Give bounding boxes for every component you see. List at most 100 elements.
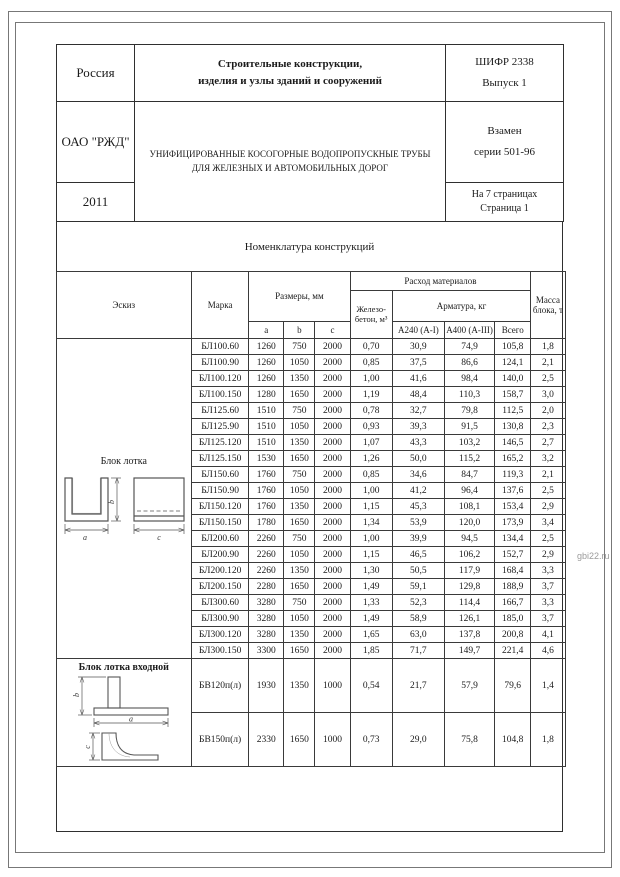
table-cell: 103,2 [443,434,496,451]
table-cell: 3,4 [530,514,566,531]
table-cell: 106,2 [443,546,496,563]
table-cell: 2000 [314,338,351,355]
table-cell: 119,3 [494,466,532,483]
table-cell: 188,9 [494,578,532,595]
table-cell: 1280 [248,386,285,403]
table-cell: 1510 [248,418,285,435]
table-cell: 1,65 [349,626,393,643]
table-cell: 58,9 [391,610,445,627]
table-cell: 91,5 [443,418,496,435]
table-cell: 30,9 [391,338,445,355]
table-cell: 2000 [314,466,351,483]
table-cell: 750 [283,338,316,355]
catalog-title-cell: Строительные конструкции, изделия и узлы… [134,44,446,102]
table-cell: 43,3 [391,434,445,451]
table-cell: 2,3 [530,418,566,435]
table-cell: 1650 [283,712,316,767]
table-row: БВ150п(л) 2330 1650 1000 0,73 29,0 75,8 104,8 1,… [56,712,566,767]
table-cell: 1350 [283,562,316,579]
table-cell: 0,54 [349,658,393,713]
table-cell: 158,7 [494,386,532,403]
table-cell: 21,7 [391,658,445,713]
table-cell: БЛ200.120 [191,562,250,579]
table-cell: 0,93 [349,418,393,435]
table-cell: 34,6 [391,466,445,483]
table-cell: 2000 [314,402,351,419]
table-cell: 1,34 [349,514,393,531]
table-cell: 108,1 [443,498,496,515]
doc-title-cell: УНИФИЦИРОВАННЫЕ КОСОГОРНЫЕ ВОДОПРОПУСКНЫ… [134,101,446,222]
table-cell: 124,1 [494,354,532,371]
table-cell: 2260 [248,546,285,563]
table-cell: 4,1 [530,626,566,643]
table-cell: 45,3 [391,498,445,515]
table-cell: 3280 [248,610,285,627]
table-row: БЛ150.60 1760 750 2000 0,85 34,6 84,7 119,3 2,1 [56,466,566,483]
table-cell: 1260 [248,354,285,371]
table-cell: 1350 [283,658,316,713]
table-cell: 29,0 [391,712,445,767]
table-cell: 2000 [314,450,351,467]
header-dim-a: a [248,321,285,339]
table-cell: 2000 [314,562,351,579]
table-cell: 221,4 [494,642,532,659]
table-cell: 0,78 [349,402,393,419]
header-dim-b: b [283,321,316,339]
table-cell: 1530 [248,450,285,467]
table-cell: 1760 [248,482,285,499]
table-cell: БЛ200.60 [191,530,250,547]
table-cell: 52,3 [391,594,445,611]
table-cell: 185,0 [494,610,532,627]
svg-text:a: a [83,533,87,542]
table-row: Блок лотка [55,338,566,659]
table-cell: 750 [283,466,316,483]
header-consumption: Расход материалов [349,271,532,291]
sketch-block-lotok: Блок лотка [57,456,191,542]
table-cell: 1930 [248,658,285,713]
nomenclature-section: Номенклатура конструкций Эскиз Марка Раз… [55,221,566,832]
table-cell: 2000 [314,482,351,499]
table-cell: 1,8 [530,338,566,355]
table-cell: 0,70 [349,338,393,355]
svg-text:a: a [129,715,133,724]
table-cell: 2000 [314,354,351,371]
table-cell: 2,5 [530,370,566,387]
table-cell: 1350 [283,498,316,515]
table-cell: 74,9 [443,338,496,355]
table-cell: 1260 [248,338,285,355]
sketch-cell: Блок лотка входной b a [55,658,193,767]
table-cell: 3,3 [530,594,566,611]
table-cell: 1000 [314,712,351,767]
table-cell: 1780 [248,514,285,531]
replaces-cell: Взамен серии 501-96 [445,101,564,183]
svg-text:c: c [157,533,161,542]
header-concrete: Железо-бетон, м³ [349,290,393,339]
table-row: БЛ300.60 3280 750 2000 1,33 52,3 114,4 166,7 3,3 [56,594,566,611]
table-cell: 134,4 [494,530,532,547]
table-cell: БЛ200.150 [191,578,250,595]
table-cell: 98,4 [443,370,496,387]
table-cell: 1260 [248,370,285,387]
table-cell: 94,5 [443,530,496,547]
table-cell: БЛ100.150 [191,386,250,403]
table-cell: 2280 [248,578,285,595]
table-cell: 1000 [314,658,351,713]
table-cell: 1350 [283,370,316,387]
table-cell: 1,26 [349,450,393,467]
table-row: БЛ100.90 1260 1050 2000 0,85 37,5 86,6 124,1 2,1 [56,354,566,371]
table-cell: 3,7 [530,610,566,627]
table-row: БЛ150.120 1760 1350 2000 1,15 45,3 108,1 153,4 2… [56,498,566,515]
table-cell: 115,2 [443,450,496,467]
table-row: БЛ200.60 2260 750 2000 1,00 39,9 94,5 134,4 2,5 [56,530,566,547]
table-cell: 200,8 [494,626,532,643]
table-cell: 1650 [283,386,316,403]
table-cell: 1,33 [349,594,393,611]
table-cell: БЛ150.90 [191,482,250,499]
table-cell: 126,1 [443,610,496,627]
svg-text:c: c [84,745,92,749]
table-cell: 2,9 [530,546,566,563]
table-cell: 2000 [314,434,351,451]
table-cell: 112,5 [494,402,532,419]
table-cell: 1,07 [349,434,393,451]
